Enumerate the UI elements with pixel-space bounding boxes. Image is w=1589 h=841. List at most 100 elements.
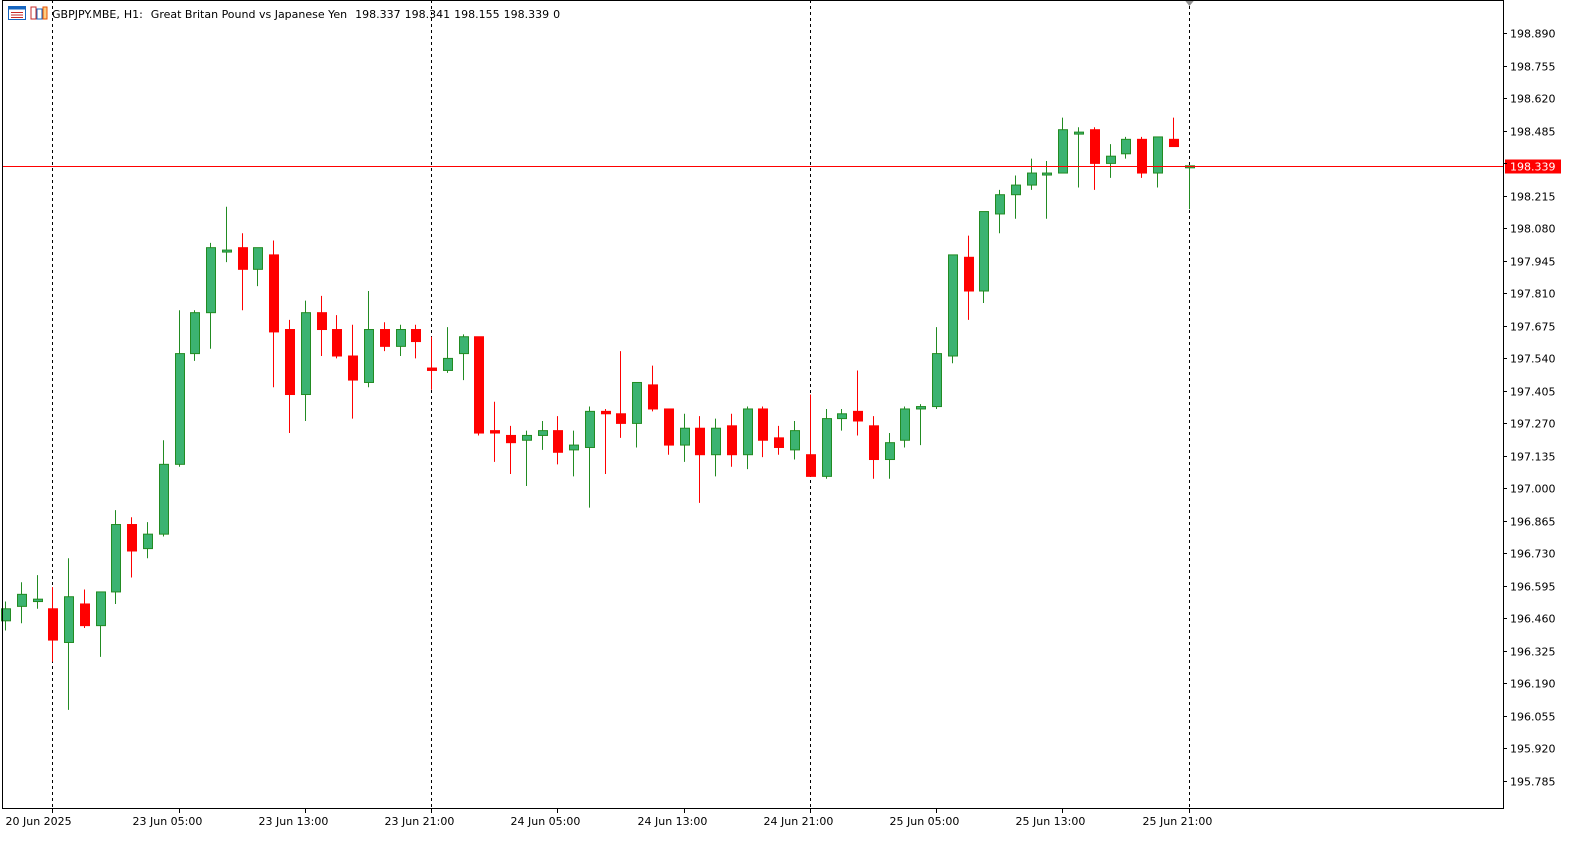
ohlc-low: 198.155 <box>454 7 500 21</box>
candle <box>364 291 374 388</box>
y-tick-label: 198.215 <box>1510 191 1556 204</box>
candle-body <box>443 357 453 371</box>
candle <box>948 254 958 364</box>
candle-body <box>380 329 390 347</box>
candle <box>1042 161 1052 219</box>
candle <box>932 327 942 409</box>
candle <box>711 418 721 477</box>
y-tick-label: 196.325 <box>1510 646 1556 659</box>
candle-body <box>522 434 532 441</box>
candle-body <box>1074 131 1084 135</box>
candle-body <box>1106 155 1116 164</box>
candle <box>269 240 279 388</box>
y-tick-label: 196.460 <box>1510 613 1556 626</box>
candle-body <box>1090 129 1100 164</box>
candle <box>285 319 295 434</box>
candle <box>695 416 705 503</box>
candle <box>459 334 469 381</box>
candle-body <box>1011 184 1021 196</box>
candle-body <box>1 608 11 622</box>
candle <box>348 324 358 419</box>
candle <box>111 510 121 604</box>
candle-body <box>127 524 137 552</box>
chart-window-icon[interactable] <box>8 5 26 23</box>
candle-body <box>111 524 121 593</box>
shift-marker <box>1184 0 1195 6</box>
candle-body <box>301 312 311 396</box>
candle <box>332 315 342 359</box>
candle-body <box>601 410 611 415</box>
candle-body <box>837 413 847 420</box>
candle <box>1185 165 1195 210</box>
candle-body <box>427 367 437 371</box>
candle <box>522 430 532 486</box>
symbol-label: GBPJPY.MBE, <box>52 7 120 21</box>
symbol-description: Great Britan Pound vs Japanese Yen <box>150 7 348 21</box>
candle <box>538 421 548 450</box>
candle <box>206 242 216 349</box>
candle-body <box>396 329 406 347</box>
candle-body <box>175 353 185 465</box>
candle-body <box>964 256 974 292</box>
candle <box>569 430 579 477</box>
candle <box>1106 144 1116 178</box>
candle <box>979 211 989 304</box>
current-price-badge <box>1505 159 1561 174</box>
candle <box>664 408 674 455</box>
x-tick-label: 24 Jun 13:00 <box>638 815 708 828</box>
candle <box>916 404 926 446</box>
candle-body <box>853 410 863 422</box>
chart-type-icon[interactable] <box>30 6 48 23</box>
candle <box>1121 136 1131 159</box>
candle <box>301 300 311 421</box>
y-tick-label: 197.270 <box>1510 418 1556 431</box>
candle <box>474 336 484 436</box>
candle <box>553 416 563 465</box>
candle-body <box>932 353 942 408</box>
candle-body <box>474 336 484 434</box>
axes <box>2 0 1504 809</box>
candle-body <box>585 410 595 448</box>
y-tick-label: 197.945 <box>1510 256 1556 269</box>
candle <box>885 433 895 479</box>
candle <box>964 235 974 320</box>
candle-body <box>869 425 879 461</box>
candle <box>900 406 910 448</box>
y-tick-label: 198.890 <box>1510 28 1556 41</box>
candle <box>190 310 200 361</box>
candle-body <box>948 254 958 357</box>
candle <box>1027 158 1037 190</box>
y-tick-label: 197.540 <box>1510 353 1556 366</box>
candle-body <box>1153 136 1163 174</box>
candle-body <box>569 444 579 451</box>
timeframe-label: H1: <box>123 7 143 21</box>
candle <box>869 416 879 479</box>
candle <box>995 189 1005 234</box>
candle <box>127 517 137 578</box>
candle <box>96 591 106 657</box>
candles <box>1 117 1195 710</box>
candle <box>727 413 737 467</box>
ohlc-close: 198.339 <box>503 7 550 21</box>
y-tick-label: 196.595 <box>1510 581 1556 594</box>
candle <box>411 324 421 359</box>
candle <box>853 370 863 436</box>
candle <box>743 406 753 470</box>
candle <box>1090 127 1100 190</box>
candle <box>253 247 263 287</box>
candle-body <box>64 596 74 643</box>
candle <box>1169 117 1179 148</box>
candle-body <box>648 384 658 410</box>
candle <box>427 336 437 390</box>
candle <box>159 440 169 537</box>
candle-body <box>680 427 690 446</box>
candle-body <box>238 247 248 270</box>
y-tick-label: 198.080 <box>1510 223 1556 236</box>
candle <box>632 381 642 448</box>
candle-body <box>411 329 421 343</box>
candle <box>601 408 611 474</box>
candle-body <box>790 430 800 451</box>
candle <box>790 421 800 460</box>
